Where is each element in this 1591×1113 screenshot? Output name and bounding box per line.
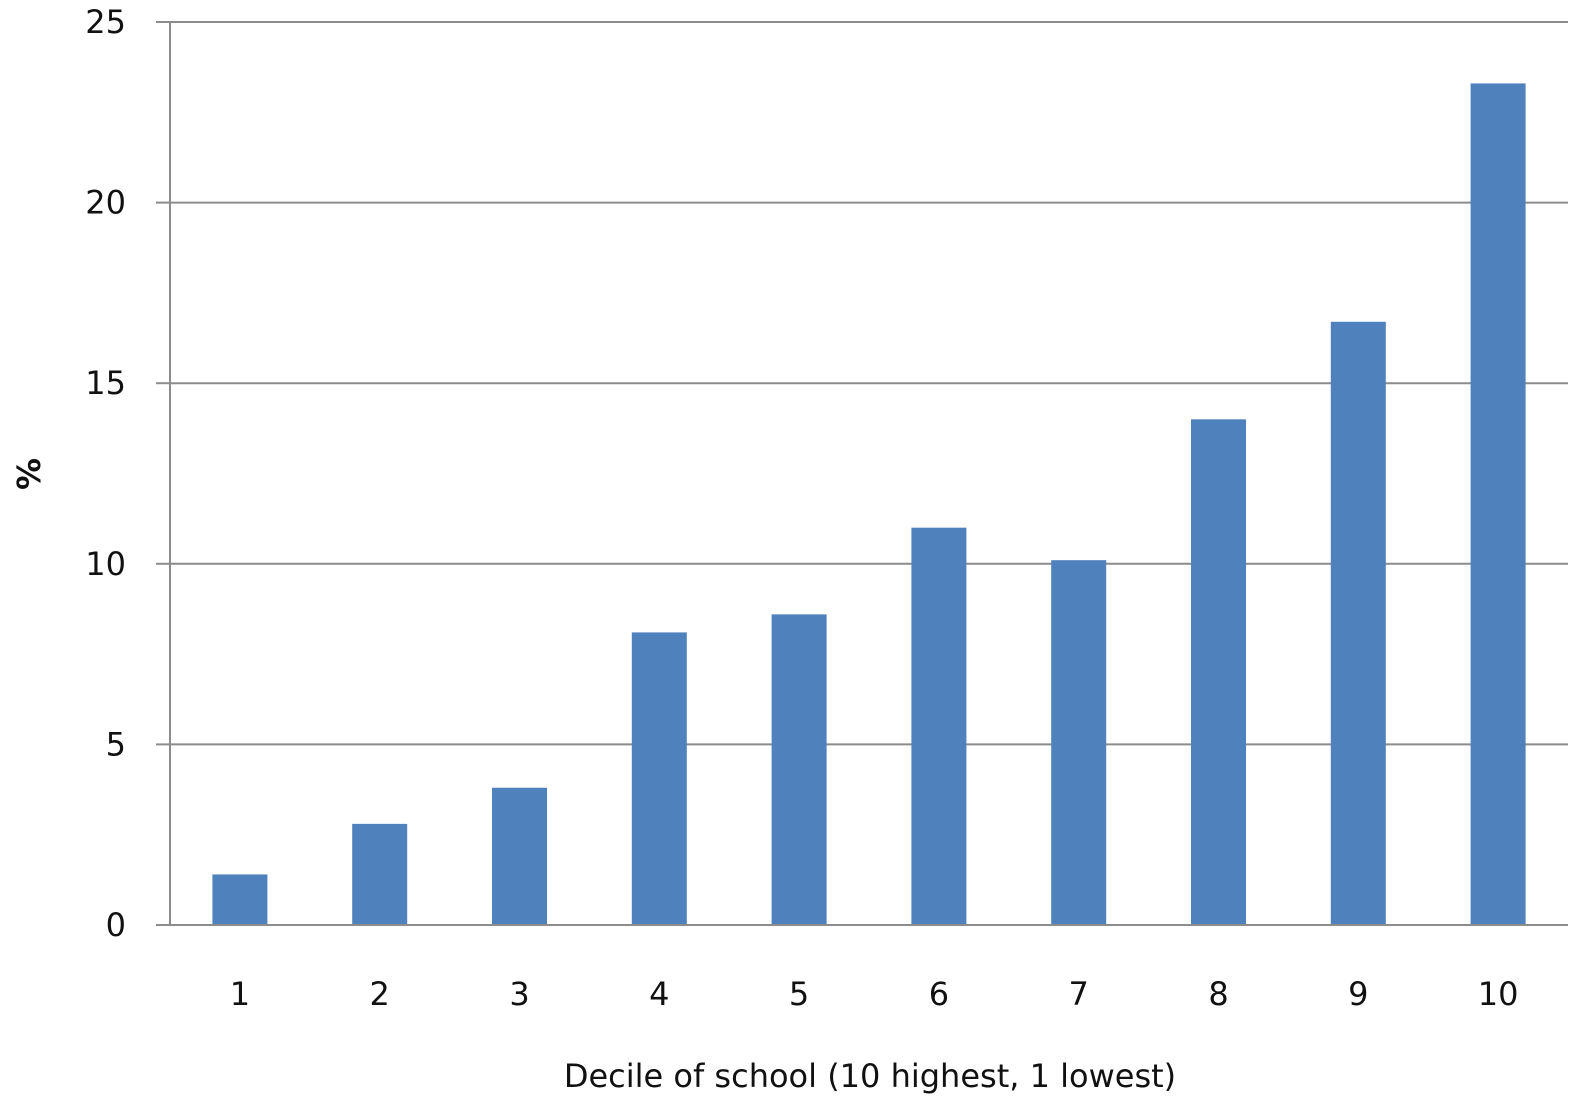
bar-decile-6 bbox=[911, 527, 967, 925]
x-axis-title: Decile of school (10 highest, 1 lowest) bbox=[564, 1057, 1176, 1095]
x-tick-label: 3 bbox=[509, 975, 529, 1013]
y-tick-label: 15 bbox=[85, 364, 126, 402]
x-tick-labels: 1 2 3 4 5 6 7 8 9 10 bbox=[230, 975, 1519, 1013]
x-tick-label: 5 bbox=[789, 975, 809, 1013]
x-tick-label: 6 bbox=[929, 975, 949, 1013]
x-tick-label: 10 bbox=[1478, 975, 1519, 1013]
bar-decile-3 bbox=[492, 787, 547, 925]
x-tick-label: 4 bbox=[649, 975, 669, 1013]
bar-decile-7 bbox=[1051, 560, 1107, 925]
y-tick-label: 0 bbox=[106, 906, 126, 944]
y-tick-labels: 0 5 10 15 20 25 bbox=[85, 3, 126, 944]
y-tick-label: 25 bbox=[85, 3, 126, 41]
bars bbox=[212, 83, 1526, 926]
axes bbox=[156, 21, 1568, 926]
x-tick-label: 8 bbox=[1208, 975, 1228, 1013]
y-tick-label: 10 bbox=[85, 545, 126, 583]
y-axis-title: % bbox=[10, 458, 48, 490]
bar-decile-5 bbox=[771, 614, 827, 925]
bar-decile-10 bbox=[1470, 83, 1526, 926]
bar-decile-2 bbox=[352, 823, 408, 925]
bar-decile-9 bbox=[1330, 321, 1386, 925]
x-tick-label: 9 bbox=[1348, 975, 1368, 1013]
bar-decile-1 bbox=[212, 874, 268, 925]
y-tick-label: 20 bbox=[85, 184, 126, 222]
bar-decile-8 bbox=[1191, 419, 1246, 925]
y-tick-label: 5 bbox=[106, 725, 126, 763]
x-tick-label: 1 bbox=[230, 975, 250, 1013]
bar-decile-4 bbox=[631, 632, 687, 925]
x-tick-label: 2 bbox=[370, 975, 390, 1013]
x-tick-label: 7 bbox=[1069, 975, 1089, 1013]
